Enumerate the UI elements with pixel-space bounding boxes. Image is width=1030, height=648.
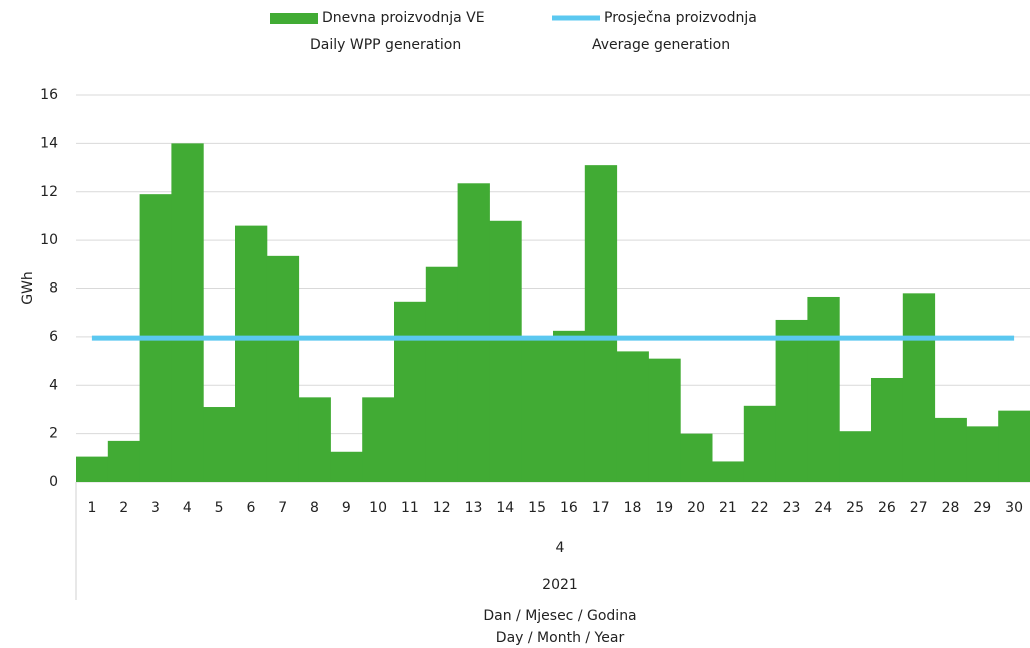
bar bbox=[489, 220, 522, 482]
x-tick-label: 8 bbox=[310, 500, 319, 516]
x-tick-label: 30 bbox=[1005, 500, 1023, 516]
y-tick-label: 14 bbox=[40, 135, 58, 151]
bar bbox=[521, 336, 554, 482]
x-tick-label: 9 bbox=[342, 500, 351, 516]
x-tick-label: 22 bbox=[751, 500, 769, 516]
bar bbox=[553, 330, 586, 482]
legend-label: Prosječna proizvodnja bbox=[604, 10, 757, 26]
bar bbox=[362, 397, 395, 482]
x-tick-label: 26 bbox=[878, 500, 896, 516]
legend-label: Daily WPP generation bbox=[310, 37, 461, 53]
y-tick-label: 10 bbox=[40, 232, 58, 248]
y-tick-label: 12 bbox=[40, 184, 58, 200]
x-tick-label: 18 bbox=[624, 500, 642, 516]
x-tick-label: 4 bbox=[183, 500, 192, 516]
x-tick-label: 12 bbox=[433, 500, 451, 516]
legend-swatch bbox=[270, 13, 318, 24]
x-tick-label: 7 bbox=[278, 500, 287, 516]
bar bbox=[680, 433, 713, 482]
bar bbox=[394, 301, 427, 482]
y-tick-label: 6 bbox=[49, 329, 58, 345]
x-tick-label: 10 bbox=[369, 500, 387, 516]
bar bbox=[871, 377, 904, 482]
bar bbox=[966, 426, 999, 482]
x-tick-label: 25 bbox=[846, 500, 864, 516]
x-tick-label: 29 bbox=[973, 500, 991, 516]
bar bbox=[775, 319, 808, 482]
x-tick-label: 14 bbox=[496, 500, 514, 516]
x-tick-label: 28 bbox=[942, 500, 960, 516]
x-tick-label: 21 bbox=[719, 500, 737, 516]
bar bbox=[298, 397, 331, 482]
bar bbox=[584, 165, 618, 483]
x-tick-label: 2 bbox=[119, 500, 128, 516]
bar bbox=[902, 293, 936, 482]
x-tick-label: 19 bbox=[655, 500, 673, 516]
bar bbox=[807, 296, 840, 482]
bar bbox=[330, 451, 363, 482]
y-tick-label: 16 bbox=[40, 87, 58, 103]
x-tick-label: 20 bbox=[687, 500, 705, 516]
x-tick-label: 15 bbox=[528, 500, 546, 516]
bar bbox=[425, 266, 459, 482]
bar bbox=[107, 440, 141, 482]
y-tick-label: 2 bbox=[49, 426, 58, 442]
x-tick-label: 5 bbox=[215, 500, 224, 516]
bar bbox=[203, 407, 236, 482]
bar bbox=[839, 431, 872, 482]
x-tick-label: 3 bbox=[151, 500, 160, 516]
x-tick-label: 6 bbox=[246, 500, 255, 516]
bar bbox=[743, 405, 777, 482]
bar bbox=[616, 351, 649, 482]
y-tick-label: 0 bbox=[49, 474, 58, 490]
bar bbox=[934, 417, 967, 482]
legend-label: Dnevna proizvodnja VE bbox=[322, 10, 485, 26]
bar bbox=[76, 456, 109, 482]
x-tick-label: 27 bbox=[910, 500, 928, 516]
x-tick-label: 24 bbox=[814, 500, 832, 516]
x-tick-label: 11 bbox=[401, 500, 419, 516]
bar bbox=[457, 183, 490, 483]
bar bbox=[266, 255, 300, 482]
x-tick-label: 17 bbox=[592, 500, 610, 516]
y-axis-label: GWh bbox=[20, 271, 36, 305]
bar bbox=[648, 358, 681, 482]
y-tick-label: 4 bbox=[49, 377, 58, 393]
y-tick-label: 8 bbox=[49, 281, 58, 297]
x-tick-label: 1 bbox=[87, 500, 96, 516]
x-tick-label: 23 bbox=[783, 500, 801, 516]
bar bbox=[171, 143, 204, 482]
x-axis-label: Day / Month / Year bbox=[496, 630, 625, 646]
bar bbox=[235, 225, 268, 483]
x-axis-label: Dan / Mjesec / Godina bbox=[483, 608, 636, 624]
x-tick-label: 13 bbox=[465, 500, 483, 516]
month-label: 4 bbox=[556, 540, 565, 556]
year-label: 2021 bbox=[542, 577, 578, 593]
legend-label: Average generation bbox=[592, 37, 730, 53]
bar bbox=[712, 461, 745, 482]
x-tick-label: 16 bbox=[560, 500, 578, 516]
bar bbox=[998, 410, 1030, 482]
